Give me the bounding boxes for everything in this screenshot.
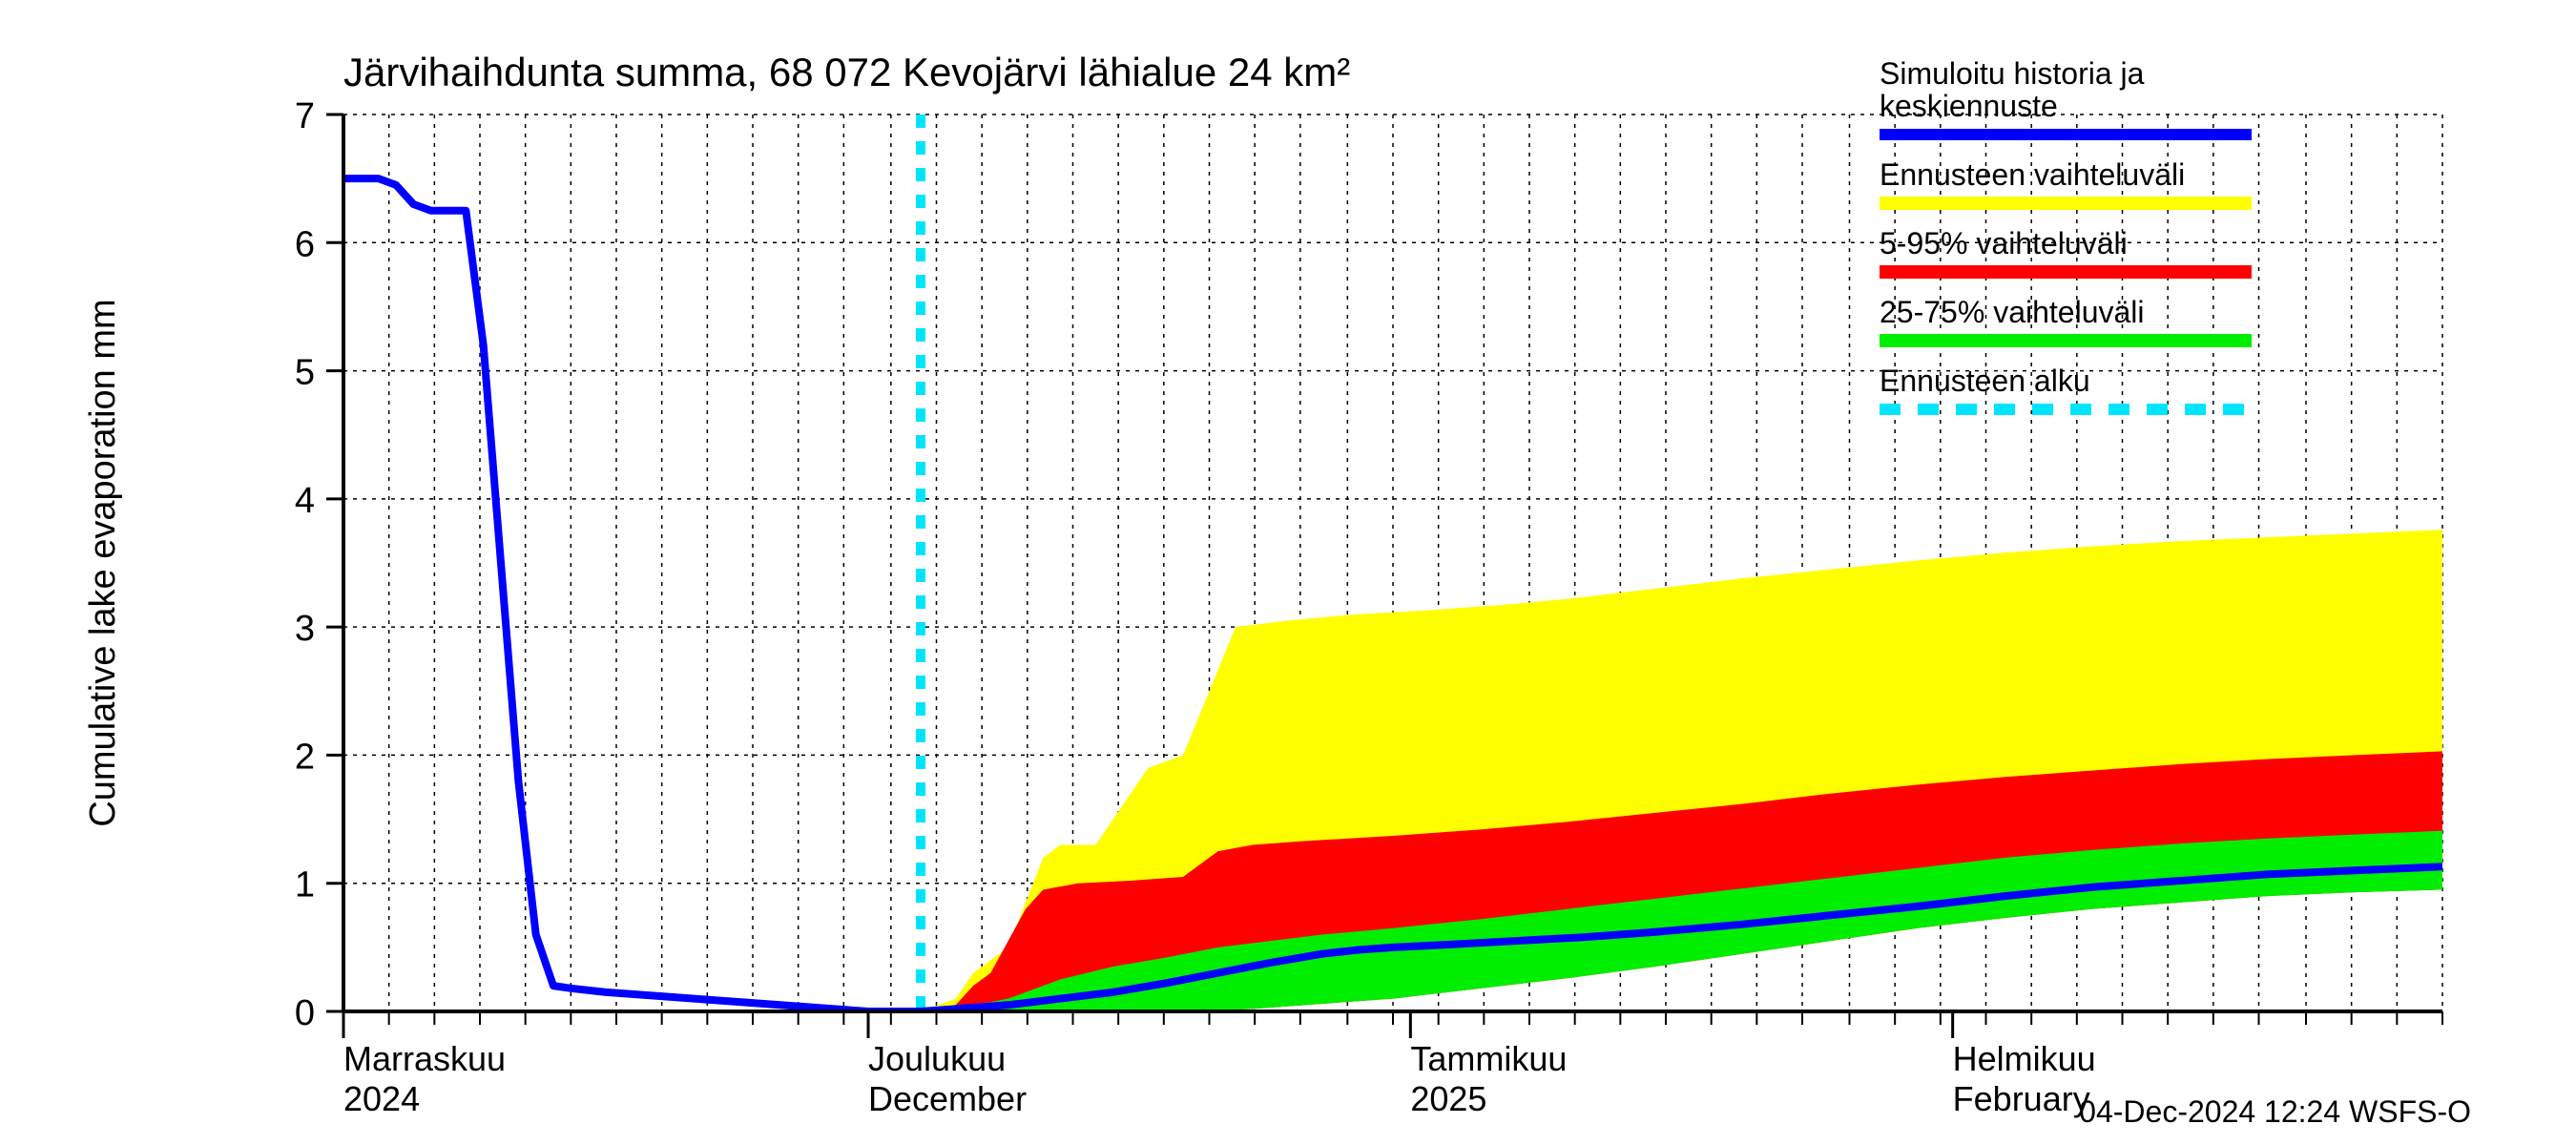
x-month-sublabel: 2024 <box>343 1079 420 1118</box>
y-tick-label: 4 <box>295 481 315 521</box>
y-tick-label: 2 <box>295 737 315 777</box>
y-axis-title: Cumulative lake evaporation mm <box>83 299 123 826</box>
legend-swatch <box>1880 265 2252 279</box>
legend-label: keskiennuste <box>1880 89 2058 123</box>
legend: Simuloitu historia jakeskiennuste Ennuste… <box>1880 56 2252 409</box>
chart-title: Järvihaihdunta summa, 68 072 Kevojärvi l… <box>343 50 1350 94</box>
timestamp: 04-Dec-2024 12:24 WSFS-O <box>2079 1094 2471 1129</box>
legend-swatch <box>1880 197 2252 210</box>
y-tick-label: 0 <box>295 993 315 1033</box>
y-tick-label: 6 <box>295 224 315 264</box>
legend-label: 25-75% vaihteluväli <box>1880 295 2145 329</box>
chart-container: Järvihaihdunta summa, 68 072 Kevojärvi l… <box>0 0 2576 1145</box>
x-month-label: Marraskuu <box>343 1039 506 1078</box>
legend-label: Simuloitu historia ja <box>1880 56 2145 91</box>
forecast-bands <box>921 530 2442 1011</box>
x-month-sublabel: February <box>1953 1079 2090 1118</box>
chart-svg: Järvihaihdunta summa, 68 072 Kevojärvi l… <box>0 0 2576 1145</box>
x-month-label: Helmikuu <box>1953 1039 2096 1078</box>
legend-label: 5-95% vaihteluväli <box>1880 226 2128 260</box>
legend-label: Ennusteen alku <box>1880 364 2090 398</box>
y-tick-label: 1 <box>295 865 315 906</box>
y-tick-label: 5 <box>295 353 315 393</box>
x-month-label: Joulukuu <box>868 1039 1006 1078</box>
legend-label: Ennusteen vaihteluväli <box>1880 157 2185 192</box>
x-month-label: Tammikuu <box>1410 1039 1567 1078</box>
legend-swatch <box>1880 334 2252 347</box>
y-tick-label: 7 <box>295 96 315 136</box>
x-month-sublabel: December <box>868 1079 1027 1118</box>
y-tick-label: 3 <box>295 609 315 649</box>
x-month-sublabel: 2025 <box>1410 1079 1486 1118</box>
